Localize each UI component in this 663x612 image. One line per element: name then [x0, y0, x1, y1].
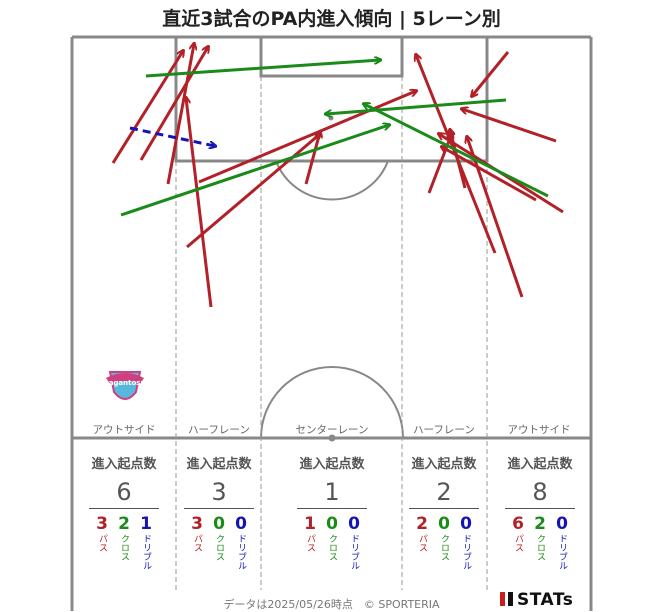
cross-arrow: [364, 104, 549, 198]
cross-arrows: [120, 60, 549, 217]
stat-heading: 進入起点数: [91, 457, 157, 472]
pass-arrow: [304, 132, 320, 185]
stat-total: 3: [211, 478, 227, 506]
stats-logo: STATs: [500, 590, 573, 610]
lane-stats-center: 進入起点数 1 1 パス 0 クロス 0 ドリブル: [282, 453, 382, 570]
cross-label: クロス: [439, 534, 449, 561]
chart-title: 直近3試合のPA内進入傾向 | 5レーン別: [162, 8, 501, 30]
pass-arrow: [450, 130, 467, 189]
pass-count: 2: [416, 514, 428, 534]
pass-arrow: [139, 47, 208, 161]
svg-text:sagantosu: sagantosu: [105, 379, 146, 387]
dribble-arrows: [129, 126, 215, 146]
lane-stats-outside-right: 進入起点数 8 6 パス 2 クロス 0 ドリブル: [490, 453, 590, 570]
stat-heading: 進入起点数: [186, 457, 252, 472]
pass-count: 6: [512, 514, 524, 534]
cross-count: 2: [534, 514, 546, 534]
pass-arrow: [472, 51, 510, 96]
dribble-count: 0: [235, 514, 247, 534]
footer-credit: データは2025/05/26時点 © SPORTERIA: [223, 598, 440, 611]
lane-stats-halfspace-right: 進入起点数 2 2 パス 0 クロス 0 ドリブル: [394, 453, 494, 570]
pass-arrow: [186, 98, 213, 308]
dribble-label: ドリブル: [557, 534, 567, 570]
cross-arrow: [326, 98, 507, 114]
lane-dividers: [175, 76, 488, 590]
pass-count: 1: [304, 514, 316, 534]
pitch-marks: [260, 160, 404, 439]
cross-count: 0: [213, 514, 225, 534]
cross-count: 2: [118, 514, 130, 534]
lane-label-outside-left: アウトサイド: [92, 424, 156, 436]
stat-total: 8: [532, 478, 548, 506]
pass-arrow: [427, 133, 452, 194]
stat-heading: 進入起点数: [299, 457, 365, 472]
pass-count: 3: [96, 514, 108, 534]
stat-total: 6: [116, 478, 132, 506]
lane-label-center: センターレーン: [295, 424, 369, 436]
cross-label: クロス: [214, 534, 224, 561]
stats-logo-text: STATs: [517, 590, 574, 610]
lane-label-halfspace-right: ハーフレーン: [413, 424, 475, 436]
pass-label: パス: [417, 534, 427, 552]
pass-arrow: [198, 91, 416, 184]
pass-label: パス: [513, 534, 523, 552]
cross-label: クロス: [327, 534, 337, 561]
pass-arrows: [111, 44, 564, 308]
stat-heading: 進入起点数: [507, 457, 573, 472]
dribble-arrow: [129, 126, 215, 146]
cross-label: クロス: [119, 534, 129, 561]
pass-label: パス: [305, 534, 315, 552]
cross-count: 0: [326, 514, 338, 534]
dribble-label: ドリブル: [141, 534, 151, 570]
pass-arrow: [111, 51, 183, 164]
cross-label: クロス: [535, 534, 545, 561]
center-spot: [328, 434, 336, 442]
dribble-label: ドリブル: [349, 534, 359, 570]
club-badge-logo: sagantosu: [105, 371, 146, 400]
dribble-count: 0: [460, 514, 472, 534]
stat-total: 1: [324, 478, 340, 506]
dribble-count: 1: [140, 514, 152, 534]
pass-label: パス: [97, 534, 107, 552]
penalty-spot: [328, 115, 334, 121]
lane-label-outside-right: アウトサイド: [507, 424, 571, 436]
stat-heading: 進入起点数: [411, 457, 477, 472]
cross-arrow: [120, 125, 389, 217]
dribble-count: 0: [348, 514, 360, 534]
pass-arrow: [166, 44, 194, 185]
pass-label: パス: [192, 534, 202, 552]
dribble-count: 0: [556, 514, 568, 534]
stat-total: 2: [436, 478, 452, 506]
pass-arrow: [467, 137, 524, 298]
lane-stats-halfspace-left: 進入起点数 3 3 パス 0 クロス 0 ドリブル: [169, 453, 269, 570]
dribble-label: ドリブル: [461, 534, 471, 570]
pass-arrow: [462, 109, 557, 143]
lane-stats-outside-left: 進入起点数 6 3 パス 2 クロス 1 ドリブル: [74, 453, 174, 570]
pass-arrow: [186, 134, 320, 249]
lane-label-halfspace-left: ハーフレーン: [188, 424, 250, 436]
pass-count: 3: [191, 514, 203, 534]
cross-arrow: [145, 60, 380, 78]
cross-count: 0: [438, 514, 450, 534]
dribble-label: ドリブル: [236, 534, 246, 570]
